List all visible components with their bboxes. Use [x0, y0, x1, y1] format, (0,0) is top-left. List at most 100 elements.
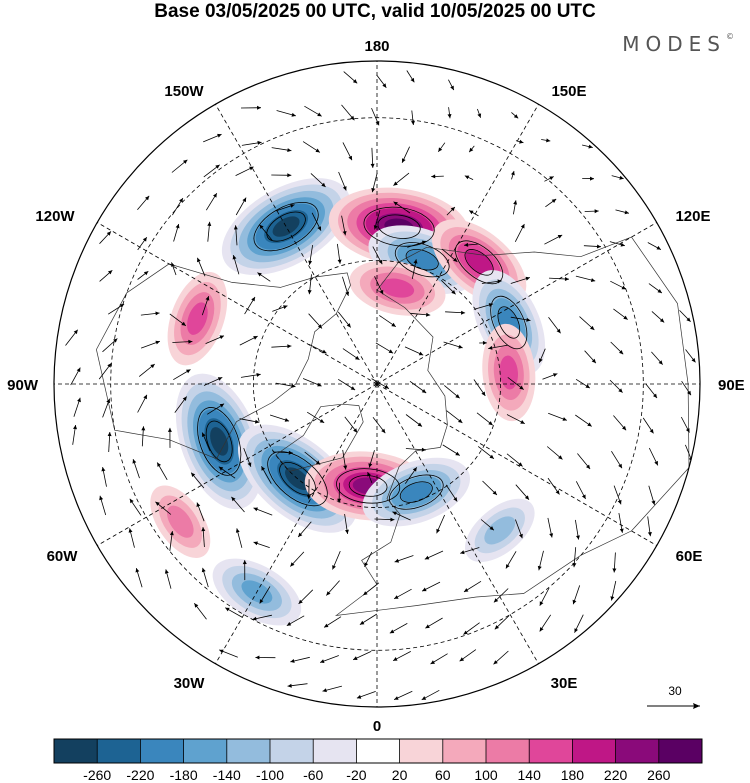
wind-vector-head: [482, 340, 487, 345]
wind-vector-head: [251, 297, 255, 302]
wind-vector-head: [181, 321, 186, 326]
wind-vector-head: [345, 529, 349, 534]
wind-vector-head: [175, 224, 180, 229]
contour-line: [279, 462, 316, 496]
wind-vector-head: [453, 257, 458, 262]
colorbar-swatch-8: [399, 739, 443, 763]
wind-vector-head: [494, 625, 499, 630]
wind-vector-head: [619, 175, 624, 180]
wind-vector-head: [287, 148, 292, 152]
wind-vector-head: [259, 224, 264, 229]
wind-vector-head: [128, 528, 133, 533]
wind-vector-head: [421, 447, 426, 452]
colorbar-swatch-1: [97, 739, 141, 763]
colorbar-swatch-10: [486, 739, 530, 763]
contour-line: [377, 214, 421, 239]
reference-vector-label: 30: [668, 684, 682, 698]
wind-vector-head: [394, 595, 399, 599]
wind-vector-head: [171, 262, 175, 267]
anomaly-level: [210, 427, 229, 456]
map-disk: [54, 61, 700, 707]
wind-vector-head: [647, 532, 652, 537]
wind-vector-head: [505, 564, 510, 569]
colorbar-frame: [53, 738, 703, 764]
coastline-2: [334, 236, 690, 617]
colorbar-tick-label: -100: [256, 767, 284, 783]
wind-vector-head: [520, 420, 525, 424]
colorbar-tick-label: 20: [392, 767, 408, 783]
wind-vector-head: [217, 377, 223, 381]
wind-vector-head: [564, 277, 569, 281]
wind-vector-head: [368, 463, 373, 468]
wind-vector-head: [101, 467, 106, 472]
wind-vector-head: [388, 349, 394, 354]
wind-vector-head: [233, 225, 238, 230]
wind-vector-head: [513, 114, 519, 119]
wind-vector-head: [207, 221, 212, 226]
wind-vector-head: [587, 422, 592, 427]
wind-vector-head: [412, 467, 417, 472]
brand-name: MODES: [622, 32, 726, 56]
colorbar: -260 -220 -180 -140 -100 -60 -20 20 60 100 140 180 2…: [53, 738, 703, 783]
wind-vector-head: [654, 460, 658, 466]
wind-vector-head: [298, 599, 303, 604]
wind-vector-head: [513, 200, 518, 205]
wind-vector-head: [364, 562, 369, 567]
wind-vector-head: [451, 290, 456, 295]
wind-vector-head: [179, 198, 183, 203]
wind-vector-head: [649, 429, 654, 434]
wind-vector-head: [624, 210, 629, 215]
wind-vector-head: [525, 276, 530, 281]
wind-vector-head: [287, 683, 292, 688]
wind-vector-head: [183, 159, 188, 164]
colorbar-tick-label: 140: [518, 767, 542, 783]
wind-vector-head: [392, 511, 397, 516]
wind-vector-head: [558, 455, 563, 460]
map-title: Base 03/05/2025 00 UTC, valid 10/05/2025…: [154, 1, 596, 22]
wind-vector-head: [537, 565, 542, 571]
colorbar-tick-label: 60: [435, 767, 451, 783]
colorbar-swatch-7: [356, 739, 400, 763]
wind-vector-head: [257, 105, 261, 110]
wind-vector-head: [389, 629, 395, 634]
wind-vector-head: [393, 657, 398, 661]
anomaly-level: [272, 216, 300, 237]
wind-vector-head: [355, 355, 360, 360]
colorbar-swatch-14: [658, 739, 703, 763]
wind-vector-head: [113, 338, 118, 343]
wind-vector-head: [353, 656, 358, 660]
lon-label-0: 0: [373, 718, 381, 735]
wind-vector-head: [461, 310, 466, 315]
wind-vector-head: [459, 657, 465, 662]
colorbar-swatch-2: [140, 739, 184, 763]
wind-vector-head: [252, 616, 257, 621]
wind-vector-head: [619, 350, 624, 355]
wind-vector-head: [132, 459, 137, 464]
wind-vector-head: [345, 291, 350, 296]
lon-label-180: 180: [364, 38, 389, 55]
anomaly-field: [150, 178, 546, 626]
wind-vector-head: [464, 242, 469, 247]
wind-vectors: [65, 70, 696, 701]
wind-vector-head: [371, 187, 376, 193]
wind-vector-head: [460, 550, 465, 555]
wind-vector-head: [253, 541, 258, 546]
wind-vector-head: [424, 555, 430, 560]
wind-vector-head: [618, 463, 622, 469]
wind-vector-head: [620, 242, 625, 247]
wind-vector-head: [431, 174, 436, 179]
wind-vector-head: [188, 339, 193, 344]
wind-vector-head: [290, 562, 295, 567]
coastline-1: [275, 403, 364, 472]
wind-vector-head: [653, 393, 657, 398]
wind-vector-head: [367, 472, 371, 477]
wind-vector-head: [350, 386, 356, 390]
wind-vector-head: [436, 528, 440, 534]
contour-line: [497, 306, 521, 339]
wind-vector-head: [232, 255, 237, 260]
wind-vector-head: [254, 419, 260, 424]
wind-vector-head: [453, 497, 458, 502]
colorbar-swatch-9: [442, 739, 487, 763]
meridian: [376, 104, 539, 385]
wind-vector-head: [585, 384, 590, 389]
